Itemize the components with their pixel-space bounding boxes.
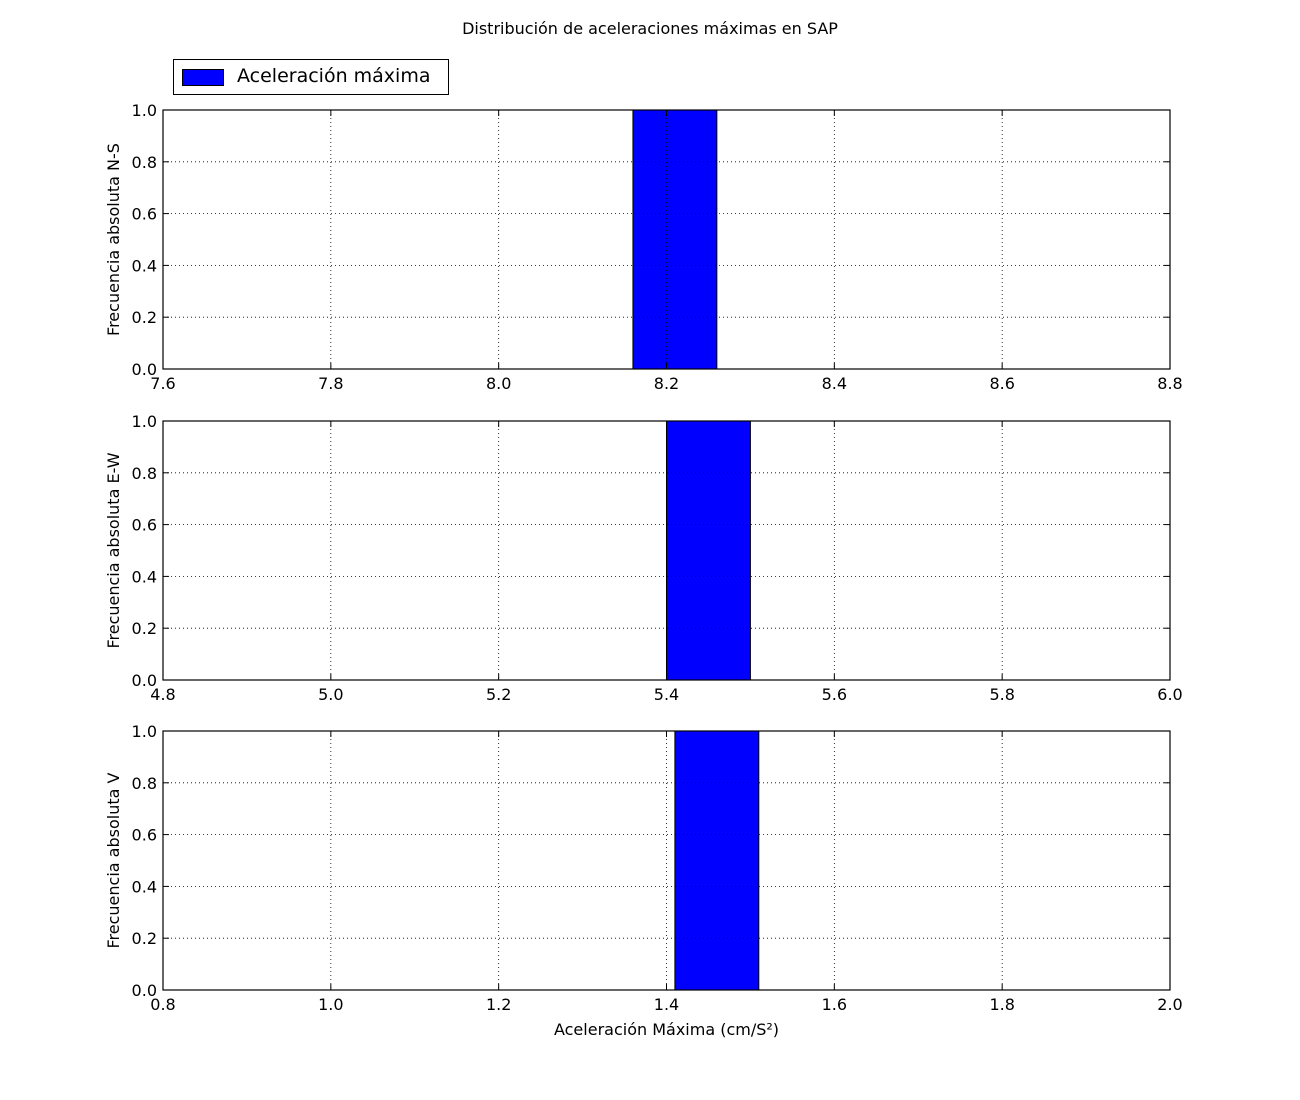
- y-axis-label: Frecuencia absoluta V: [104, 772, 123, 948]
- y-tick-label: 0.0: [132, 981, 157, 1000]
- x-tick-label: 1.0: [318, 995, 343, 1014]
- x-tick-label: 0.8: [150, 995, 175, 1014]
- y-tick-label: 0.8: [132, 464, 157, 483]
- x-tick-label: 8.2: [654, 374, 679, 393]
- histogram-bar: [632, 109, 718, 370]
- legend-label: Aceleración máxima: [237, 65, 431, 87]
- x-tick-label: 2.0: [1157, 995, 1182, 1014]
- figure-title: Distribución de aceleraciones máximas en…: [462, 19, 838, 38]
- x-tick-label: 8.4: [822, 374, 847, 393]
- x-tick-label: 1.4: [654, 995, 679, 1014]
- x-tick-label: 1.8: [989, 995, 1014, 1014]
- x-tick-label: 1.2: [486, 995, 511, 1014]
- y-tick-label: 0.2: [132, 619, 157, 638]
- x-tick-label: 4.8: [150, 685, 175, 704]
- y-axis-label: Frecuencia absoluta N-S: [104, 143, 123, 336]
- x-tick-label: 7.6: [150, 374, 175, 393]
- panel-1: 7.6 7.8 8.0 8.2 8.4 8.6 8.8 0.0 0.2 0.4 0.6 0.8 1.0 F…: [104, 101, 1183, 393]
- x-tick-label: 5.8: [989, 685, 1014, 704]
- x-tick-label: 5.2: [486, 685, 511, 704]
- x-tick-label: 8.6: [989, 374, 1014, 393]
- y-tick-label: 1.0: [132, 722, 157, 741]
- legend: Aceleración máxima: [173, 59, 449, 95]
- y-tick-label: 0.8: [132, 153, 157, 172]
- y-tick-label: 0.4: [132, 256, 157, 275]
- y-tick-label: 1.0: [132, 412, 157, 431]
- x-tick-label: 6.0: [1157, 685, 1182, 704]
- y-tick-label: 0.0: [132, 671, 157, 690]
- y-tick-label: 0.6: [132, 826, 157, 845]
- y-tick-label: 0.8: [132, 774, 157, 793]
- panel-2: 4.8 5.0 5.2 5.4 5.6 5.8 6.0 0.0 0.2 0.4 0.6 0.8 1.0 F…: [104, 412, 1183, 704]
- y-tick-label: 0.4: [132, 877, 157, 896]
- y-tick-label: 0.0: [132, 360, 157, 379]
- x-tick-label: 8.0: [486, 374, 511, 393]
- panel-3: 0.8 1.0 1.2 1.4 1.6 1.8 2.0 0.0 0.2 0.4 0.6 0.8 1.0 F…: [104, 722, 1183, 1039]
- y-tick-label: 0.4: [132, 567, 157, 586]
- histogram-bar: [666, 420, 751, 681]
- x-axis-label: Aceleración Máxima (cm/S²): [554, 1020, 779, 1039]
- x-tick-label: 5.4: [654, 685, 679, 704]
- x-tick-label: 5.6: [822, 685, 847, 704]
- y-tick-label: 0.2: [132, 308, 157, 327]
- x-tick-label: 1.6: [822, 995, 847, 1014]
- y-tick-label: 0.2: [132, 929, 157, 948]
- y-tick-label: 1.0: [132, 101, 157, 120]
- x-tick-label: 5.0: [318, 685, 343, 704]
- y-tick-label: 0.6: [132, 516, 157, 535]
- x-tick-label: 7.8: [318, 374, 343, 393]
- histogram-bar: [674, 730, 760, 991]
- y-tick-label: 0.6: [132, 205, 157, 224]
- x-tick-label: 8.8: [1157, 374, 1182, 393]
- y-axis-label: Frecuencia absoluta E-W: [104, 452, 123, 648]
- legend-swatch: [182, 69, 224, 86]
